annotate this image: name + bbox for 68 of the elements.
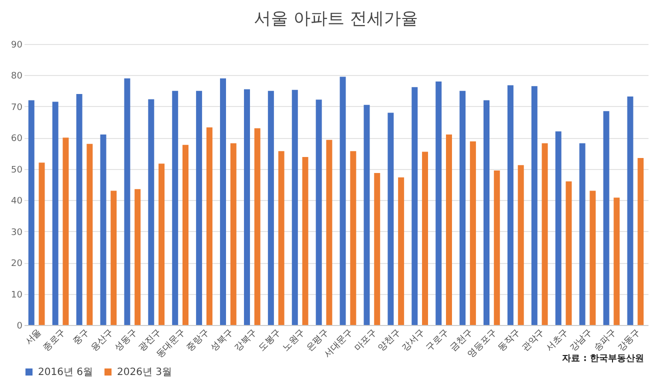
bar (614, 198, 620, 325)
bar (182, 144, 188, 325)
bar (507, 85, 514, 325)
bar (460, 90, 466, 325)
bar (566, 181, 572, 325)
bar (590, 190, 596, 325)
bar (302, 157, 308, 325)
bar (86, 144, 93, 325)
bar (412, 87, 418, 325)
bar (100, 134, 106, 325)
bar (206, 127, 212, 325)
bar (268, 90, 274, 325)
bar (638, 158, 644, 325)
bar (148, 99, 154, 325)
bar (244, 89, 250, 325)
bar (326, 140, 332, 325)
bar (76, 94, 82, 325)
bar (422, 152, 428, 325)
x-tick-label: 중구 (72, 328, 92, 348)
bar (542, 143, 548, 325)
bar (134, 189, 141, 325)
y-tick-label: 0 (16, 322, 23, 332)
bar (254, 128, 260, 325)
text: 자료 : 한국부동산원 (562, 353, 644, 365)
bar (388, 112, 394, 325)
bar (350, 151, 356, 325)
y-tick-label: 90 (11, 40, 23, 50)
bar (340, 76, 346, 325)
y-tick-label: 20 (11, 259, 23, 270)
bar (436, 81, 442, 325)
y-tick-label: 70 (11, 102, 23, 113)
bar (518, 165, 524, 325)
bar (292, 90, 298, 325)
bar (627, 96, 634, 325)
chart-title: 서울 아파트 전세가율 (254, 9, 418, 29)
bar (62, 138, 69, 325)
x-tick-label: 서울 (24, 328, 44, 348)
bar (196, 90, 202, 325)
bar (398, 177, 404, 325)
bar (555, 131, 562, 325)
bar (603, 111, 610, 325)
bar (38, 162, 45, 325)
y-tick-label: 40 (11, 196, 23, 207)
bar (278, 151, 284, 325)
bar (531, 86, 538, 325)
y-tick-label: 60 (11, 134, 23, 144)
bar (158, 164, 165, 325)
bar (172, 90, 178, 325)
y-tick-label: 80 (11, 72, 23, 82)
bar (579, 143, 586, 325)
bar (124, 78, 130, 325)
y-tick-label: 30 (11, 228, 23, 238)
bar (220, 78, 226, 325)
bar (52, 102, 58, 325)
bar (470, 141, 476, 325)
bar (446, 134, 452, 325)
legend-label: 2016년 6월 (38, 367, 93, 378)
bar (110, 190, 117, 325)
y-tick-label: 10 (11, 290, 23, 300)
bar (28, 100, 34, 325)
bar (374, 172, 380, 325)
legend-label: 2026년 3월 (117, 367, 172, 378)
y-tick-label: 50 (11, 165, 23, 176)
bar (364, 104, 370, 325)
bar (494, 170, 500, 325)
bar (230, 143, 236, 325)
bar (484, 100, 490, 325)
bar (316, 100, 322, 325)
